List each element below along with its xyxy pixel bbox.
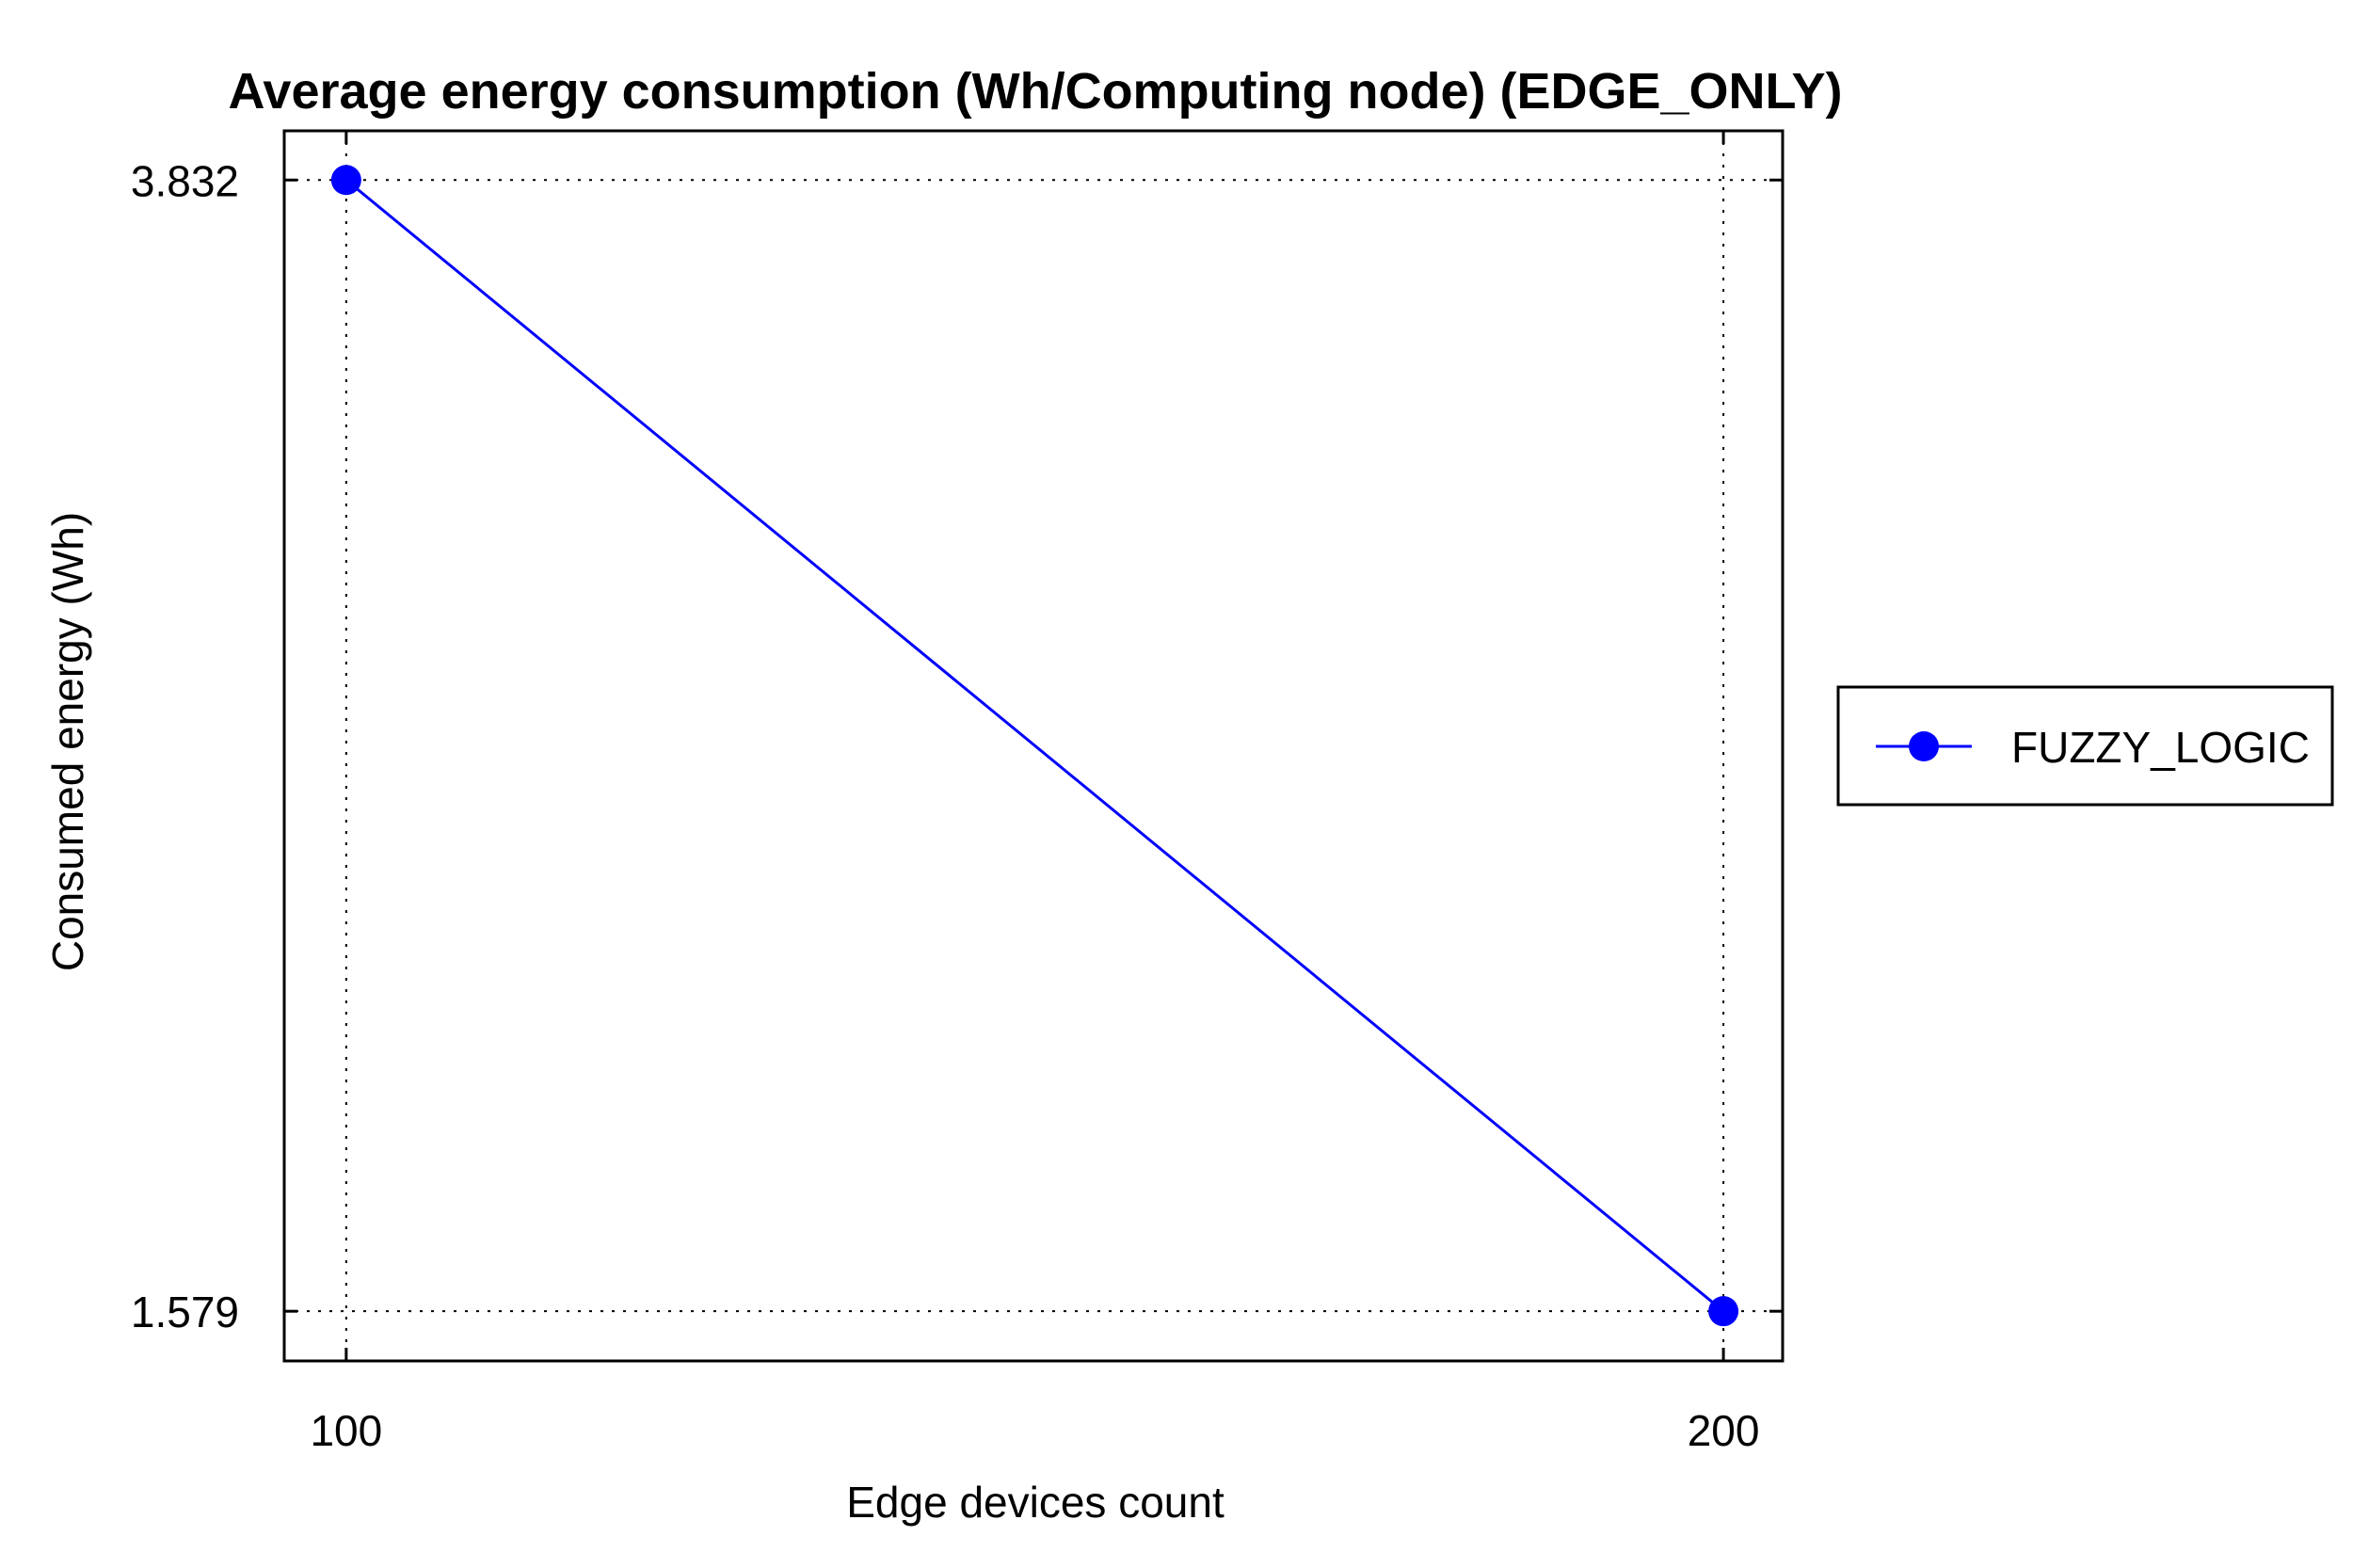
plot-area-frame — [282, 129, 1785, 1363]
data-point — [1708, 1296, 1739, 1327]
y-tick-label: 1.579 — [131, 1288, 239, 1336]
legend-label-fuzzy-logic: FUZZY_LOGIC — [2011, 723, 2310, 772]
x-tick-label: 100 — [310, 1406, 382, 1455]
x-axis-label: Edge devices count — [846, 1478, 1225, 1527]
grid-lines — [284, 131, 1783, 1361]
legend: FUZZY_LOGIC — [1836, 685, 2334, 807]
y-axis-label: Consumed energy (Wh) — [43, 512, 92, 971]
series-line-fuzzy-logic — [344, 179, 1725, 1313]
y-tick-label: 3.832 — [131, 156, 239, 205]
data-point — [330, 165, 361, 196]
chart-title: Average energy consumption (Wh/Computing… — [228, 63, 1842, 120]
legend-marker-fuzzy-logic — [1909, 731, 1939, 761]
axis-ticks: 100 200 3.832 1.579 — [131, 131, 1783, 1455]
x-tick-label: 200 — [1688, 1406, 1760, 1455]
series-layer — [330, 165, 1739, 1327]
